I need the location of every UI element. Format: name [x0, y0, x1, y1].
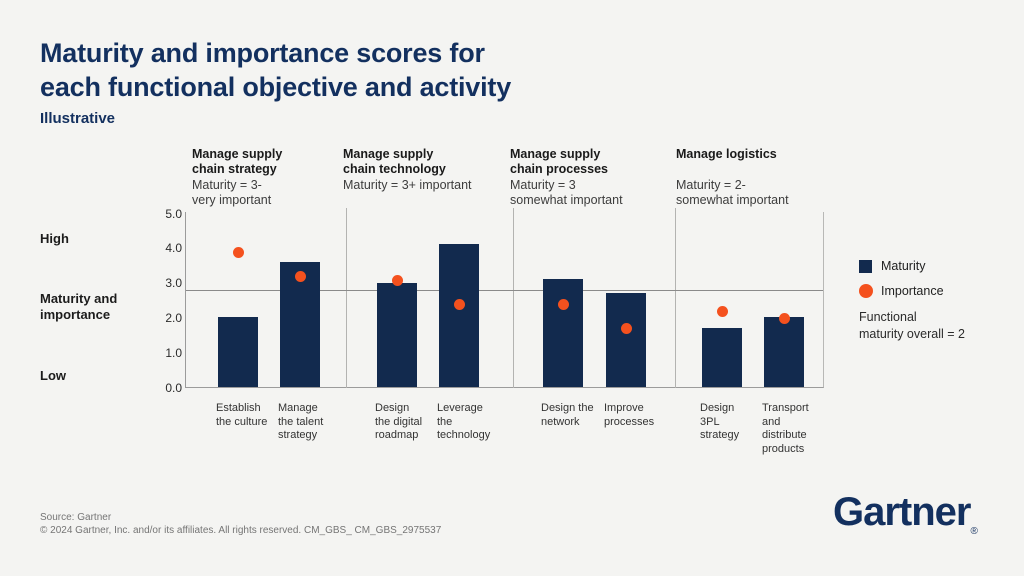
- y-tick-label: 4.0: [165, 241, 182, 256]
- importance-dot: [294, 271, 306, 283]
- maturity-bar: [218, 317, 258, 387]
- group-subtitle: Maturity = 3- very important: [192, 178, 272, 207]
- group-title: Manage supply chain strategy: [192, 147, 283, 176]
- maturity-bar: [606, 293, 646, 387]
- gartner-logo: Gartner®: [833, 490, 978, 537]
- importance-dot: [716, 305, 728, 317]
- y-tick-label: 1.0: [165, 345, 182, 360]
- page-title-line2: each functional objective and activity: [40, 72, 512, 102]
- importance-dot: [620, 323, 632, 335]
- plot-area: [185, 208, 824, 388]
- group-title: Manage supply chain technology: [343, 147, 446, 176]
- x-axis-label: Leverage the technology: [437, 402, 491, 441]
- x-axis-label: Design 3PL strategy: [700, 402, 740, 441]
- page-title: Maturity and importance scores for each …: [40, 36, 511, 104]
- group-header: Manage supply chain strategy Maturity = 3…: [192, 147, 342, 207]
- reference-line: [186, 289, 823, 292]
- gartner-logo-text: Gartner: [833, 490, 971, 534]
- x-axis-label: Establish the culture: [216, 402, 268, 428]
- group-header: Manage supply chain technology Maturity =…: [343, 147, 493, 193]
- maturity-bar: [702, 327, 742, 387]
- legend-note-line1: Functional: [859, 310, 917, 324]
- importance-dot: [453, 298, 465, 310]
- axis-label-high: High: [40, 231, 69, 246]
- importance-dot: [232, 246, 244, 258]
- x-axis-label: Manage the talent strategy: [278, 402, 324, 441]
- group-subtitle: Maturity = 3+ important: [343, 178, 472, 192]
- legend-maturity-label: Maturity: [881, 259, 926, 273]
- legend-item-importance: Importance: [859, 284, 965, 298]
- legend-note: Functional maturity overall = 2: [859, 309, 965, 342]
- maturity-bar: [377, 282, 417, 387]
- source-text: Source: Gartner: [40, 512, 112, 523]
- group-header: Manage logistics Maturity = 2- somewhat i…: [676, 147, 826, 207]
- group-title: Manage supply chain processes: [510, 147, 608, 176]
- importance-dot: [391, 274, 403, 286]
- importance-dot: [778, 312, 790, 324]
- importance-dot: [557, 298, 569, 310]
- legend-importance-label: Importance: [881, 284, 944, 298]
- group-title: Manage logistics: [676, 147, 777, 161]
- axis-label-maturity-and-importance: Maturity and importance: [40, 291, 118, 322]
- importance-dot-icon: [859, 284, 873, 298]
- x-axis-label: Design the digital roadmap: [375, 402, 423, 441]
- maturity-swatch-icon: [859, 259, 872, 273]
- group-subtitle: Maturity = 3 somewhat important: [510, 178, 623, 207]
- footer: Source: Gartner © 2024 Gartner, Inc. and…: [40, 512, 441, 537]
- y-tick-label: 0.0: [165, 380, 182, 395]
- legend-note-line2: maturity overall = 2: [859, 326, 965, 341]
- registered-mark-icon: ®: [970, 526, 978, 537]
- page-subtitle: Illustrative: [40, 110, 116, 127]
- x-axis-label: Improve processes: [604, 402, 655, 428]
- x-axis-label: Transport and distribute products: [762, 402, 809, 455]
- legend-item-maturity: Maturity: [859, 259, 965, 273]
- y-tick-label: 2.0: [165, 310, 182, 325]
- group-separator-line: [512, 208, 514, 388]
- copyright-text: © 2024 Gartner, Inc. and/or its affiliat…: [40, 524, 442, 536]
- axis-label-low: Low: [40, 368, 66, 383]
- group-subtitle: Maturity = 2- somewhat important: [676, 178, 789, 207]
- group-separator-line: [346, 208, 347, 388]
- maturity-bar: [543, 279, 583, 387]
- group-header: Manage supply chain processes Maturity = …: [510, 147, 660, 207]
- y-tick-label: 3.0: [165, 276, 182, 291]
- y-tick-label: 5.0: [165, 206, 182, 221]
- group-separator-line: [674, 208, 676, 388]
- x-axis-label: Design the network: [541, 402, 594, 428]
- maturity-bar: [764, 317, 804, 387]
- maturity-bar: [439, 244, 479, 387]
- legend: Maturity Importance Functional maturity …: [859, 259, 965, 342]
- page-title-line1: Maturity and importance scores for: [40, 38, 485, 68]
- maturity-bar: [280, 261, 320, 387]
